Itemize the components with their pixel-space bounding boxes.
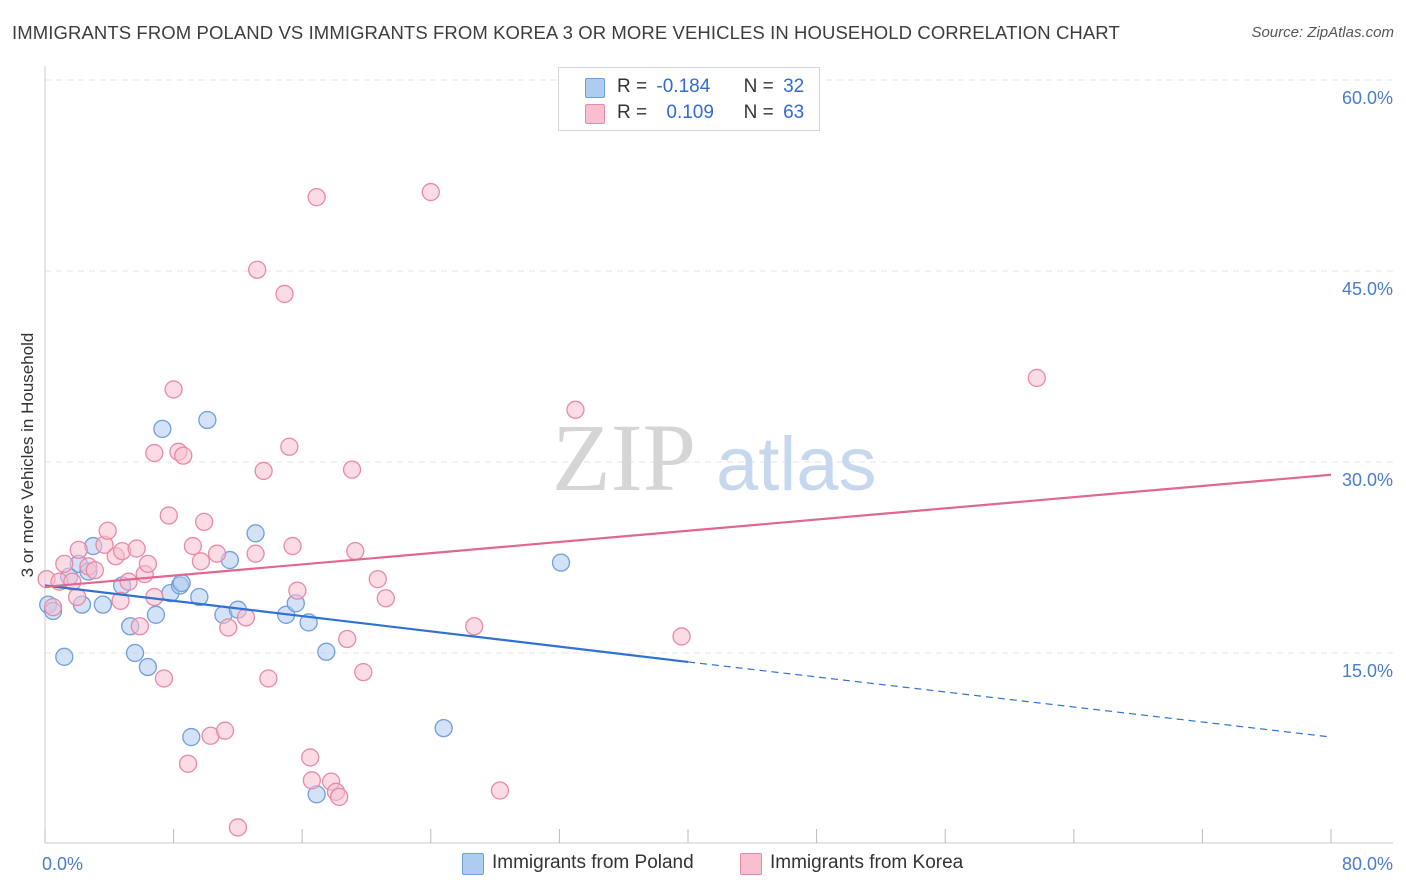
korea-point-43 bbox=[288, 581, 307, 600]
korea-point-58 bbox=[490, 781, 510, 800]
poland-point-17 bbox=[172, 573, 191, 593]
source-label: Source: ZipAtlas.com bbox=[1251, 24, 1394, 41]
korea-point-40 bbox=[275, 284, 294, 304]
poland-trend-extension bbox=[687, 661, 1332, 738]
poland-point-19 bbox=[190, 587, 209, 607]
poland-point-31 bbox=[551, 553, 571, 572]
poland-point-2 bbox=[55, 647, 74, 666]
korea-swatch bbox=[585, 104, 605, 124]
korea-point-3 bbox=[55, 554, 74, 574]
korea-point-44 bbox=[301, 748, 320, 767]
korea-point-6 bbox=[69, 540, 88, 560]
korea-point-36 bbox=[246, 544, 265, 563]
korea-n-label: N = bbox=[743, 102, 774, 123]
poland-trend-line bbox=[44, 584, 689, 664]
poland-legend-swatch bbox=[462, 853, 484, 875]
chart-title: IMMIGRANTS FROM POLAND VS IMMIGRANTS FRO… bbox=[12, 22, 1120, 43]
poland-point-11 bbox=[125, 643, 145, 663]
korea-point-41 bbox=[280, 437, 299, 456]
y-tick-label-3: 60.0% bbox=[1342, 88, 1393, 108]
korea-point-27 bbox=[183, 536, 203, 556]
korea-r-label: R = bbox=[617, 102, 648, 123]
korea-point-54 bbox=[368, 569, 387, 589]
watermark-zip: ZIP bbox=[552, 404, 696, 511]
korea-point-57 bbox=[465, 617, 484, 636]
poland-n-label: N = bbox=[743, 76, 774, 97]
korea-point-32 bbox=[215, 721, 235, 740]
korea-point-14 bbox=[119, 572, 138, 591]
poland-r-label: R = bbox=[617, 76, 648, 97]
y-tick-label-2: 45.0% bbox=[1342, 279, 1393, 299]
poland-swatch bbox=[585, 78, 605, 98]
korea-point-21 bbox=[154, 669, 174, 688]
x-tick-label-min: 0.0% bbox=[42, 854, 83, 874]
korea-point-61 bbox=[1027, 368, 1046, 388]
korea-point-29 bbox=[194, 512, 214, 531]
korea-point-37 bbox=[248, 260, 267, 279]
korea-point-33 bbox=[219, 618, 238, 637]
korea-point-12 bbox=[111, 591, 130, 610]
poland-point-28 bbox=[317, 642, 336, 661]
korea-point-34 bbox=[228, 818, 248, 837]
axes bbox=[44, 66, 1393, 844]
poland-point-18 bbox=[182, 727, 201, 747]
korea-point-56 bbox=[421, 182, 440, 202]
watermark-atlas: atlas bbox=[716, 422, 877, 507]
korea-point-15 bbox=[127, 539, 146, 558]
korea-point-26 bbox=[178, 754, 198, 773]
poland-point-13 bbox=[146, 605, 166, 624]
poland-point-8 bbox=[93, 595, 113, 614]
korea-point-55 bbox=[376, 589, 395, 608]
korea-point-38 bbox=[254, 461, 273, 481]
y-tick-label-0: 15.0% bbox=[1342, 661, 1393, 681]
korea-r-value: 0.109 bbox=[666, 102, 714, 123]
korea-point-8 bbox=[85, 561, 104, 580]
trend-lines bbox=[44, 473, 1332, 738]
korea-point-39 bbox=[259, 669, 278, 688]
korea-point-59 bbox=[566, 400, 585, 419]
poland-point-20 bbox=[198, 410, 217, 430]
korea-point-31 bbox=[207, 544, 227, 563]
korea-point-46 bbox=[307, 187, 326, 207]
korea-point-22 bbox=[159, 506, 178, 525]
poland-point-30 bbox=[434, 718, 453, 738]
grid-lines bbox=[45, 79, 1393, 654]
korea-point-18 bbox=[138, 554, 158, 574]
poland-point-24 bbox=[246, 524, 265, 543]
korea-point-60 bbox=[672, 627, 691, 646]
poland-r-value: -0.184 bbox=[656, 76, 711, 97]
korea-point-50 bbox=[338, 629, 357, 649]
korea-points bbox=[37, 182, 1046, 837]
korea-point-25 bbox=[174, 446, 193, 465]
poland-legend-label: Immigrants from Poland bbox=[492, 852, 694, 873]
korea-legend-label: Immigrants from Korea bbox=[770, 852, 964, 873]
poland-n-value: 32 bbox=[783, 76, 805, 97]
correlation-legend: R = -0.184 N = 32 R = 0.109 N = 63 bbox=[558, 67, 820, 131]
korea-point-10 bbox=[98, 521, 117, 540]
korea-point-1 bbox=[43, 598, 63, 617]
korea-trend-line bbox=[44, 473, 1332, 588]
y-tick-label-1: 30.0% bbox=[1342, 470, 1393, 490]
korea-point-49 bbox=[330, 787, 349, 807]
korea-n-value: 63 bbox=[783, 102, 805, 123]
korea-point-23 bbox=[164, 380, 183, 399]
korea-point-28 bbox=[191, 552, 211, 571]
tick-labels: 15.0% 30.0% 45.0% 60.0% 0.0% 80.0% bbox=[42, 88, 1393, 874]
korea-point-42 bbox=[283, 536, 302, 556]
korea-point-51 bbox=[342, 460, 362, 479]
korea-point-53 bbox=[354, 662, 373, 682]
korea-legend-swatch bbox=[740, 853, 762, 875]
korea-point-52 bbox=[346, 541, 365, 561]
korea-point-20 bbox=[145, 443, 164, 463]
korea-point-16 bbox=[130, 617, 149, 636]
poland-point-12 bbox=[138, 657, 158, 677]
korea-point-45 bbox=[302, 771, 321, 790]
korea-point-35 bbox=[236, 608, 256, 627]
x-tick-label-max: 80.0% bbox=[1342, 854, 1393, 874]
poland-point-14 bbox=[153, 419, 172, 439]
